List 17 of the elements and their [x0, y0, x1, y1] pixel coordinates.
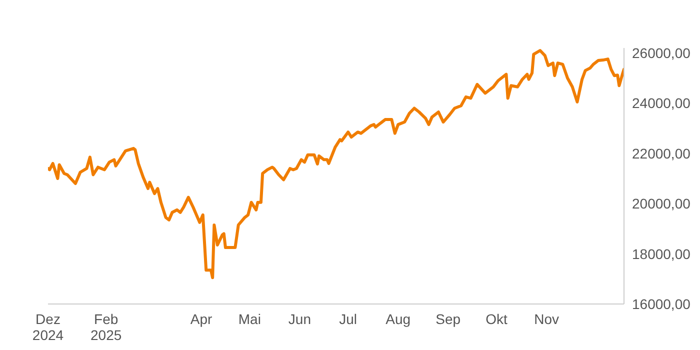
- y-tick-label: 16000,00: [632, 296, 691, 312]
- x-tick-label: Jun: [288, 311, 311, 327]
- y-tick-label: 22000,00: [632, 145, 691, 162]
- x-tick-label: Apr: [190, 311, 213, 327]
- x-tick-label: Mai: [238, 311, 261, 327]
- line-series: [48, 49, 624, 280]
- y-tick-label: 24000,00: [632, 95, 691, 112]
- x-tick-label: Aug: [386, 311, 411, 327]
- y-tick-label: 18000,00: [632, 246, 691, 262]
- x-tick-label: Nov: [534, 311, 560, 327]
- y-tick-label: 26000,00: [632, 44, 691, 61]
- x-tick-label: Okt: [486, 311, 508, 327]
- y-tick-label: 20000,00: [632, 196, 691, 212]
- x-tick-label: Sep: [436, 311, 461, 327]
- x-tick-label: Jul: [339, 311, 358, 327]
- x-tick-label: Feb 2025: [90, 311, 122, 343]
- x-tick-label: Dez 2024: [32, 311, 64, 343]
